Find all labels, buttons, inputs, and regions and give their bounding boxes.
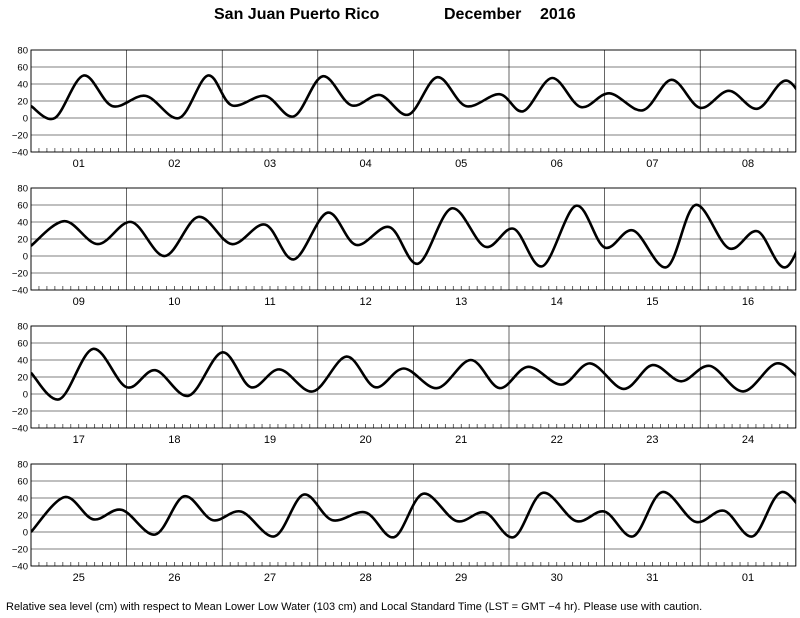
day-label: 09 [73, 296, 85, 308]
day-label: 02 [168, 158, 180, 170]
y-tick-label: 20 [17, 373, 28, 384]
y-tick-label: 0 [23, 390, 28, 401]
y-tick-label: 20 [17, 97, 28, 108]
day-label: 31 [646, 572, 658, 584]
y-tick-label: 60 [17, 339, 28, 350]
day-label: 27 [264, 572, 276, 584]
day-label: 14 [551, 296, 563, 308]
day-label: 26 [168, 572, 180, 584]
panel-frame [30, 463, 797, 567]
y-tick-label: 80 [17, 184, 28, 195]
day-label: 08 [742, 158, 754, 170]
day-label: 03 [264, 158, 276, 170]
y-tick-label: −40 [12, 148, 28, 159]
y-tick-label: −40 [12, 286, 28, 297]
day-label: 07 [646, 158, 658, 170]
day-label: 10 [168, 296, 180, 308]
day-label: 24 [742, 434, 754, 446]
y-tick-label: 0 [23, 252, 28, 263]
panel-frame [30, 187, 797, 291]
day-label: 15 [646, 296, 658, 308]
day-label: 04 [359, 158, 371, 170]
y-tick-label: 80 [17, 322, 28, 333]
panel-frame [30, 49, 797, 153]
y-tick-label: 40 [17, 80, 28, 91]
tide-curve [31, 74, 796, 121]
day-label: 28 [359, 572, 371, 584]
y-tick-label: 40 [17, 494, 28, 505]
day-label: 22 [551, 434, 563, 446]
day-label: 29 [455, 572, 467, 584]
y-tick-label: −20 [12, 407, 28, 418]
y-tick-label: 40 [17, 356, 28, 367]
day-label: 21 [455, 434, 467, 446]
y-tick-label: −20 [12, 131, 28, 142]
y-tick-label: 60 [17, 201, 28, 212]
day-label: 13 [455, 296, 467, 308]
y-tick-label: 80 [17, 46, 28, 57]
day-label: 01 [73, 158, 85, 170]
day-label: 16 [742, 296, 754, 308]
day-label: 25 [73, 572, 85, 584]
tide-curve [31, 490, 796, 539]
tide-curve [31, 203, 796, 269]
day-label: 12 [359, 296, 371, 308]
day-label: 18 [168, 434, 180, 446]
day-label: 05 [455, 158, 467, 170]
y-tick-label: 0 [23, 114, 28, 125]
y-tick-label: 0 [23, 528, 28, 539]
y-tick-label: 60 [17, 477, 28, 488]
y-tick-label: −20 [12, 269, 28, 280]
y-tick-label: 60 [17, 63, 28, 74]
y-tick-label: −40 [12, 562, 28, 573]
y-tick-label: −40 [12, 424, 28, 435]
y-tick-label: 20 [17, 511, 28, 522]
y-tick-label: −20 [12, 545, 28, 556]
tide-curve [31, 347, 796, 401]
title-year: 2016 [540, 6, 576, 23]
day-label: 11 [264, 296, 275, 308]
day-label: 01 [742, 572, 754, 584]
y-tick-label: 80 [17, 460, 28, 471]
y-tick-label: 40 [17, 218, 28, 229]
day-label: 17 [73, 434, 85, 446]
y-tick-label: 20 [17, 235, 28, 246]
panel-frame [30, 325, 797, 429]
day-label: 06 [551, 158, 563, 170]
title-station: San Juan Puerto Rico [214, 6, 380, 23]
day-label: 19 [264, 434, 276, 446]
chart-title: San Juan Puerto Rico December 2016 [0, 6, 800, 28]
day-label: 20 [359, 434, 371, 446]
title-month: December [444, 6, 522, 23]
day-label: 30 [551, 572, 563, 584]
footnote: Relative sea level (cm) with respect to … [6, 601, 703, 613]
day-label: 23 [646, 434, 658, 446]
